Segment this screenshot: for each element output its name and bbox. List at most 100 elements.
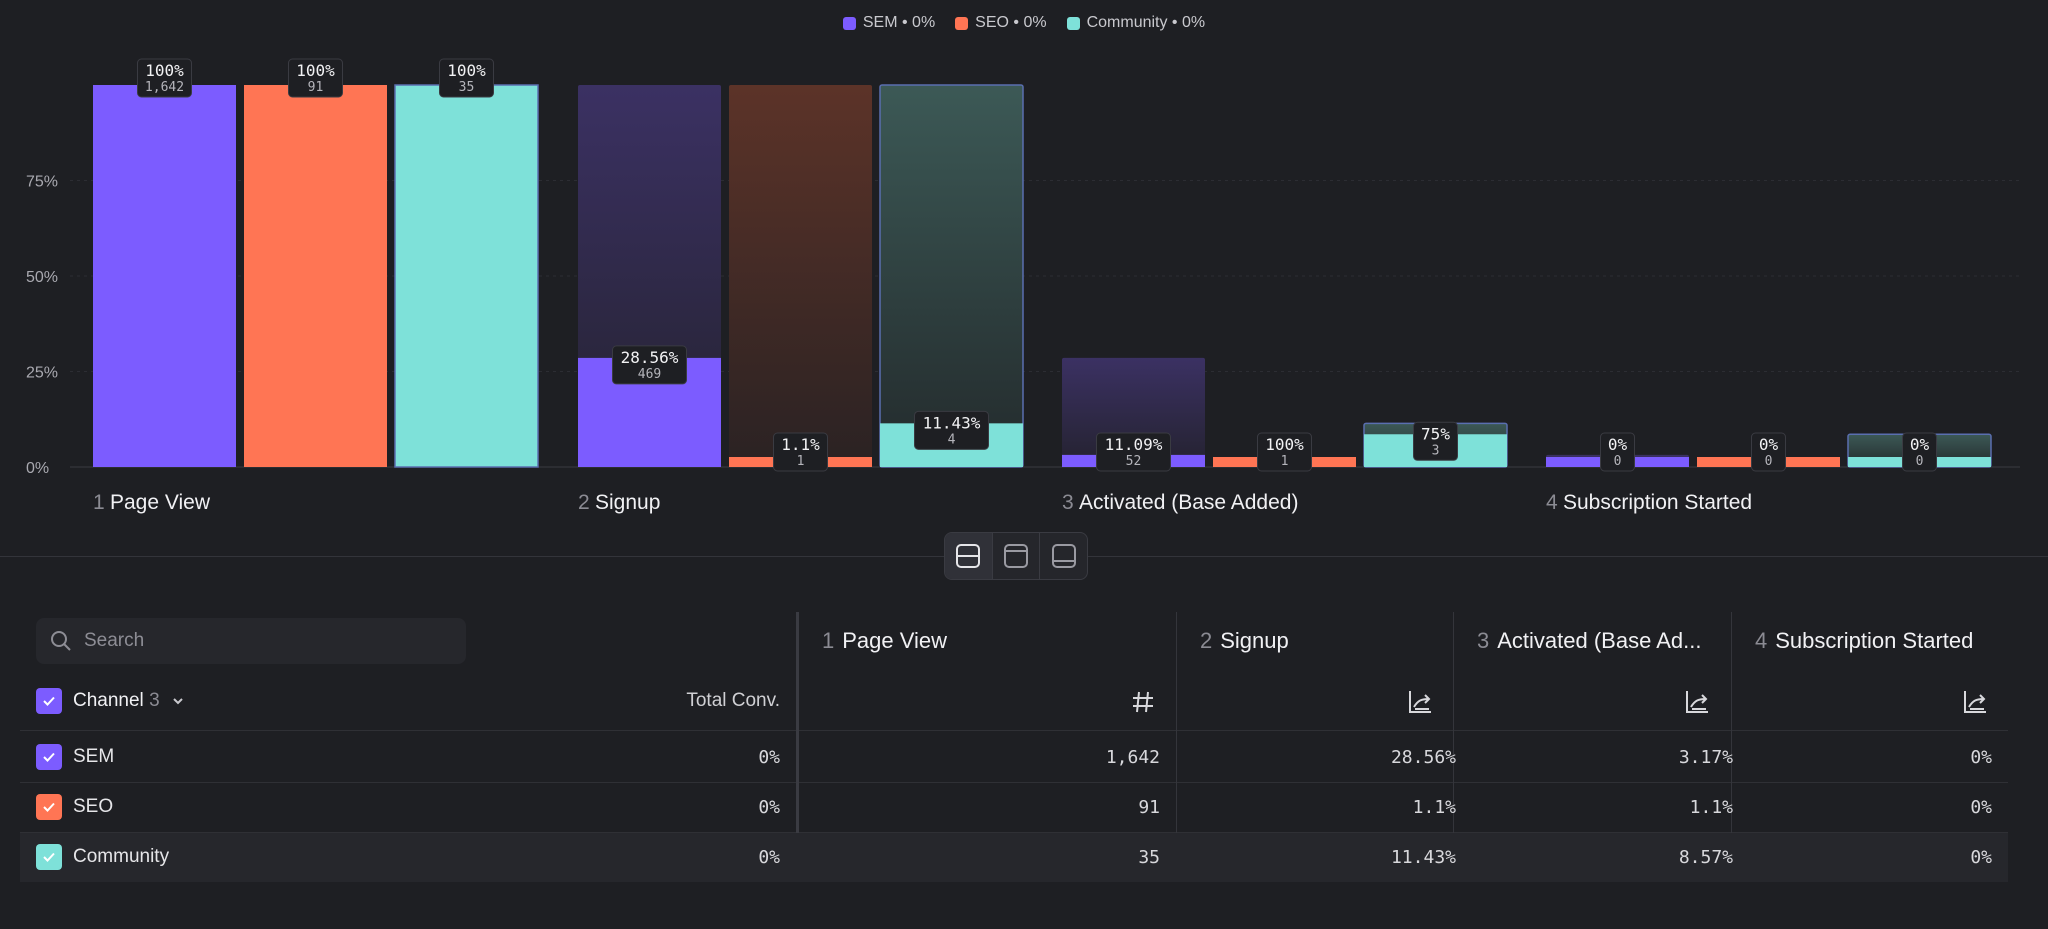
bar-count-label: 0 — [1765, 454, 1773, 469]
chart-legend: SEM • 0% SEO • 0% Community • 0% — [0, 14, 2048, 32]
step-name-label: Signup — [595, 491, 660, 514]
subscription-cell: 0% — [1970, 797, 1992, 818]
top-view-icon — [1004, 544, 1028, 568]
bar-value-label: 100% — [145, 61, 184, 80]
table-row-sem[interactable]: SEM 0% 1,642 28.56% 3.17% 0% — [20, 733, 2008, 782]
split-view-button[interactable] — [945, 533, 993, 579]
table-only-view-button[interactable] — [1040, 533, 1087, 579]
dropoff-bar — [729, 85, 872, 467]
bottom-view-icon — [1051, 544, 1076, 568]
step-header-page-view[interactable]: 1 Page View — [822, 628, 947, 654]
step-header-signup[interactable]: 2 Signup — [1200, 628, 1289, 654]
conversion-rate-icon[interactable] — [1961, 688, 1989, 716]
chevron-down-icon — [173, 698, 183, 705]
bar-value-badge — [1096, 432, 1171, 472]
legend-swatch — [955, 16, 969, 30]
row-divider — [20, 782, 2008, 783]
legend-swatch — [842, 16, 856, 30]
bar-value-badge — [1902, 432, 1937, 472]
row-checkbox[interactable] — [36, 794, 62, 820]
bar-value-label: 0% — [1608, 435, 1628, 454]
legend-item-sem[interactable]: SEM • 0% — [842, 14, 936, 32]
legend-label: SEO • 0% — [975, 14, 1047, 31]
step-header-activated[interactable]: 3 Activated (Base Ad... — [1477, 628, 1701, 654]
select-all-checkbox[interactable] — [36, 688, 62, 714]
step-number-label: 3 — [1062, 491, 1074, 514]
page-view-cell: 1,642 — [1105, 747, 1160, 768]
bar-value-label: 0% — [1910, 435, 1930, 454]
bar-value-badge — [1751, 432, 1786, 472]
search-icon — [51, 631, 71, 651]
bar-value-badge — [288, 58, 343, 98]
bar-count-label: 0 — [1614, 454, 1622, 469]
bar-count-label: 35 — [459, 80, 475, 95]
y-tick-label: 50% — [26, 269, 58, 286]
row-label: SEO — [73, 796, 114, 817]
subscription-cell: 0% — [1970, 747, 1992, 768]
step-number-label: 4 — [1546, 491, 1558, 514]
check-icon — [43, 696, 55, 706]
bar-seo — [244, 85, 387, 467]
row-checkbox[interactable] — [36, 844, 62, 870]
frozen-column-divider — [796, 612, 799, 882]
bar-count-label: 4 — [948, 432, 956, 447]
step-number-label: 2 — [578, 491, 590, 514]
table-row-community[interactable]: Community 0% 35 11.43% 8.57% 0% — [20, 833, 2008, 882]
legend-item-community[interactable]: Community • 0% — [1066, 14, 1206, 32]
row-checkbox[interactable] — [36, 744, 62, 770]
group-by-header[interactable]: Channel 3 — [73, 690, 185, 712]
search-input[interactable]: Search — [36, 618, 466, 664]
bar-count-label: 52 — [1126, 454, 1142, 469]
page-view-cell: 35 — [1138, 847, 1160, 868]
column-divider — [1731, 612, 1732, 882]
bar-value-label: 1.1% — [781, 435, 820, 454]
step-header-label: Signup — [1220, 628, 1289, 653]
legend-label: SEM • 0% — [862, 14, 936, 31]
split-view-icon — [956, 544, 981, 568]
bar-value-badge — [439, 58, 494, 98]
column-divider — [1453, 612, 1454, 882]
step-header-subscription[interactable]: 4 Subscription Started — [1755, 628, 1973, 654]
hash-icon[interactable] — [1130, 689, 1156, 715]
bar-value-badge — [1413, 421, 1458, 461]
bar-count-label: 469 — [638, 367, 661, 382]
row-label: Community — [73, 846, 170, 867]
bar-value-label: 11.43% — [923, 413, 981, 432]
signup-cell: 1.1% — [1412, 797, 1456, 818]
bar-sem — [93, 85, 236, 467]
legend-label: Community • 0% — [1086, 14, 1206, 31]
bar-value-badge — [612, 345, 687, 385]
bar-value-label: 0% — [1759, 435, 1779, 454]
bar-value-label: 100% — [296, 61, 335, 80]
conversion-rate-icon[interactable] — [1406, 688, 1434, 716]
column-divider — [1176, 612, 1177, 882]
bar-value-badge — [137, 58, 192, 98]
search-placeholder: Search — [84, 630, 145, 651]
y-tick-label: 0% — [26, 460, 49, 477]
y-tick-label: 25% — [26, 365, 58, 382]
conversion-rate-icon[interactable] — [1683, 688, 1711, 716]
activated-cell: 8.57% — [1678, 847, 1733, 868]
bar-value-label: 100% — [1265, 435, 1304, 454]
dropoff-bar — [879, 84, 1024, 468]
signup-cell: 28.56% — [1390, 747, 1456, 768]
signup-cell: 11.43% — [1390, 847, 1456, 868]
bar-count-label: 3 — [1432, 443, 1440, 458]
bar-value-badge — [914, 410, 989, 450]
bar-value-badge — [1600, 432, 1635, 472]
row-label: SEM — [73, 746, 115, 767]
legend-swatch — [1066, 16, 1080, 30]
group-count: 3 — [149, 690, 160, 711]
legend-item-seo[interactable]: SEO • 0% — [955, 14, 1047, 32]
step-header-label: Page View — [842, 628, 948, 653]
subscription-cell: 0% — [1970, 847, 1992, 868]
total-conv-header[interactable]: Total Conv. — [686, 690, 780, 711]
bar-community — [394, 84, 539, 468]
bar-value-label: 28.56% — [621, 348, 679, 367]
bar-value-badge — [773, 432, 828, 472]
step-name-label: Page View — [110, 491, 211, 514]
funnel-chart: 100%1,64228.56%46911.09%520%0100%911.1%1… — [26, 58, 2020, 514]
table-row-seo[interactable]: SEO 0% 91 1.1% 1.1% 0% — [20, 783, 2008, 832]
bar-count-label: 1,642 — [145, 80, 184, 95]
chart-only-view-button[interactable] — [993, 533, 1041, 579]
